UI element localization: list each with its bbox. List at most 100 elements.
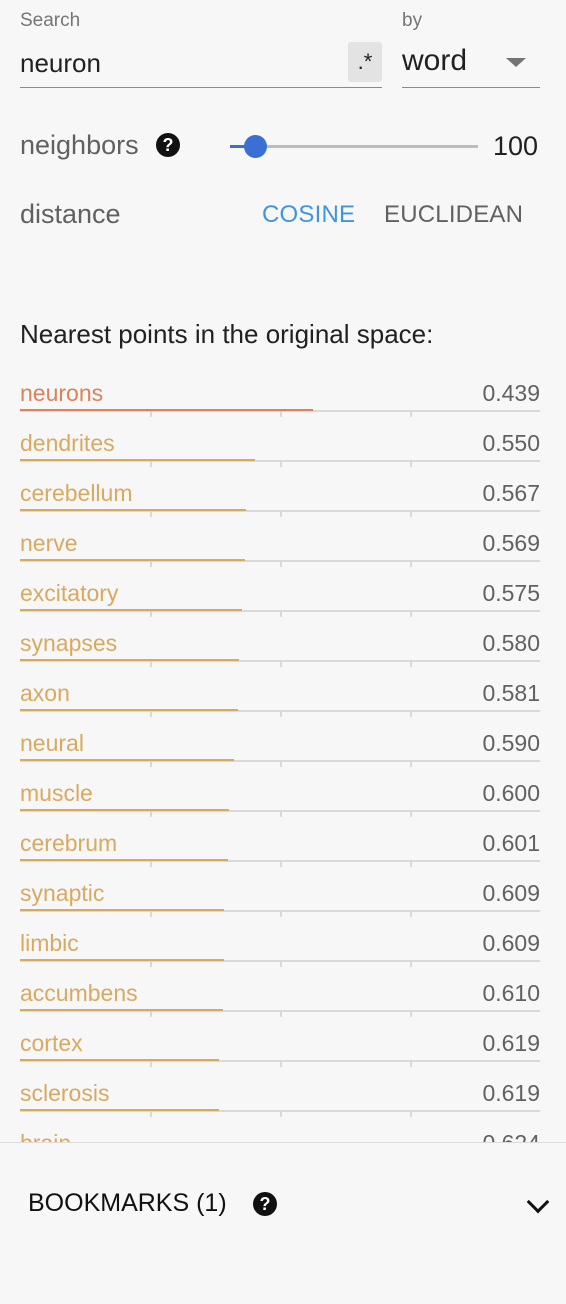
neighbor-word[interactable]: muscle bbox=[20, 780, 93, 806]
distance-cosine-button[interactable]: COSINE bbox=[262, 201, 356, 228]
bookmarks-label[interactable]: BOOKMARKS (1) bbox=[28, 1189, 227, 1217]
distance-bar-tick bbox=[410, 561, 412, 567]
distance-bar-track bbox=[20, 1110, 540, 1112]
distance-bar-tick bbox=[150, 461, 152, 467]
nearest-points-list: neurons 0.439 dendrites 0.550 cerebellum 0.56… bbox=[0, 372, 566, 1142]
neighbor-word[interactable]: dendrites bbox=[20, 430, 115, 456]
search-field: .* bbox=[20, 40, 382, 88]
divider bbox=[0, 1142, 566, 1143]
list-item[interactable]: sclerosis 0.619 bbox=[20, 1072, 540, 1122]
nearest-points-title: Nearest points in the original space: bbox=[20, 319, 434, 349]
neighbors-slider[interactable] bbox=[230, 135, 478, 158]
neighbors-value: 100 bbox=[493, 131, 539, 161]
neighbor-distance: 0.619 bbox=[482, 1080, 540, 1106]
distance-bar-tick bbox=[410, 1111, 412, 1117]
distance-bar-tick bbox=[410, 711, 412, 717]
list-item[interactable]: nerve 0.569 bbox=[20, 522, 540, 572]
distance-bar-tick bbox=[280, 1111, 282, 1117]
neighbor-word[interactable]: cerebellum bbox=[20, 480, 133, 506]
search-input[interactable] bbox=[20, 44, 340, 82]
distance-bar-tick bbox=[280, 561, 282, 567]
neighbor-word[interactable]: excitatory bbox=[20, 580, 119, 606]
neighbor-distance: 0.575 bbox=[482, 580, 540, 606]
list-item[interactable]: cortex 0.619 bbox=[20, 1022, 540, 1072]
list-item[interactable]: cerebellum 0.567 bbox=[20, 472, 540, 522]
distance-bar bbox=[20, 709, 238, 711]
dropdown-caret-icon bbox=[506, 58, 526, 67]
neighbor-distance: 0.580 bbox=[482, 630, 540, 656]
neighbors-slider-thumb[interactable] bbox=[243, 135, 267, 158]
distance-bar bbox=[20, 559, 245, 561]
neighbor-distance: 0.439 bbox=[482, 380, 540, 406]
list-item[interactable]: excitatory 0.575 bbox=[20, 572, 540, 622]
distance-bar-track bbox=[20, 610, 540, 612]
distance-bar-tick bbox=[410, 811, 412, 817]
by-dropdown[interactable]: word bbox=[402, 40, 540, 88]
distance-bar-tick bbox=[410, 961, 412, 967]
neighbor-distance: 0.619 bbox=[482, 1030, 540, 1056]
list-item[interactable]: neurons 0.439 bbox=[20, 372, 540, 422]
neighbor-word[interactable]: neurons bbox=[20, 380, 104, 406]
neighbor-word[interactable]: cerebrum bbox=[20, 830, 118, 856]
regex-toggle-button[interactable]: .* bbox=[348, 42, 382, 82]
distance-bar-tick bbox=[150, 1111, 152, 1117]
distance-bar-track bbox=[20, 510, 540, 512]
list-item[interactable]: synaptic 0.609 bbox=[20, 872, 540, 922]
help-icon[interactable]: ? bbox=[156, 133, 180, 157]
neighbor-word[interactable]: limbic bbox=[20, 930, 79, 956]
neighbor-word[interactable]: accumbens bbox=[20, 980, 138, 1006]
distance-bar-tick bbox=[150, 511, 152, 517]
distance-bar-tick bbox=[280, 961, 282, 967]
distance-bar-tick bbox=[410, 661, 412, 667]
by-dropdown-value: word bbox=[402, 44, 468, 77]
list-item[interactable]: brain 0.624 bbox=[20, 1122, 540, 1142]
neighbor-word[interactable]: neural bbox=[20, 730, 84, 756]
bookmarks-help-icon[interactable]: ? bbox=[253, 1192, 277, 1216]
distance-bar-tick bbox=[410, 411, 412, 417]
neighbor-word[interactable]: axon bbox=[20, 680, 70, 706]
neighbor-word[interactable]: nerve bbox=[20, 530, 78, 556]
distance-bar-tick bbox=[280, 661, 282, 667]
distance-bar bbox=[20, 909, 224, 911]
distance-bar-track bbox=[20, 560, 540, 562]
list-item[interactable]: accumbens 0.610 bbox=[20, 972, 540, 1022]
neighbor-distance: 0.624 bbox=[482, 1130, 540, 1142]
distance-bar bbox=[20, 1109, 219, 1111]
distance-bar-tick bbox=[410, 911, 412, 917]
distance-bar-track bbox=[20, 910, 540, 912]
distance-bar-tick bbox=[280, 461, 282, 467]
distance-bar-tick bbox=[280, 911, 282, 917]
list-item[interactable]: muscle 0.600 bbox=[20, 772, 540, 822]
distance-bar-tick bbox=[150, 761, 152, 767]
distance-bar bbox=[20, 859, 228, 861]
list-item[interactable]: limbic 0.609 bbox=[20, 922, 540, 972]
neighbor-word[interactable]: synaptic bbox=[20, 880, 105, 906]
distance-bar-tick bbox=[280, 711, 282, 717]
search-label: Search bbox=[20, 10, 81, 31]
distance-bar-tick bbox=[410, 1061, 412, 1067]
distance-bar bbox=[20, 459, 255, 461]
bookmarks-bar[interactable] bbox=[0, 1143, 566, 1304]
distance-euclidean-button[interactable]: EUCLIDEAN bbox=[384, 201, 524, 228]
by-label: by bbox=[402, 10, 423, 31]
distance-bar-track bbox=[20, 460, 540, 462]
distance-bar-tick bbox=[410, 1011, 412, 1017]
neighbor-word[interactable]: sclerosis bbox=[20, 1080, 110, 1106]
list-item[interactable]: neural 0.590 bbox=[20, 722, 540, 772]
neighbor-word[interactable]: brain bbox=[20, 1130, 71, 1142]
distance-bar-tick bbox=[280, 861, 282, 867]
distance-bar-tick bbox=[410, 861, 412, 867]
neighbor-word[interactable]: synapses bbox=[20, 630, 118, 656]
distance-bar-track bbox=[20, 960, 540, 962]
distance-bar bbox=[20, 959, 224, 961]
neighbors-label: neighbors bbox=[20, 130, 139, 160]
distance-bar-tick bbox=[150, 411, 152, 417]
neighbor-word[interactable]: cortex bbox=[20, 1030, 83, 1056]
list-item[interactable]: synapses 0.580 bbox=[20, 622, 540, 672]
distance-bar-tick bbox=[150, 711, 152, 717]
list-item[interactable]: cerebrum 0.601 bbox=[20, 822, 540, 872]
list-item[interactable]: dendrites 0.550 bbox=[20, 422, 540, 472]
list-item[interactable]: axon 0.581 bbox=[20, 672, 540, 722]
distance-bar-tick bbox=[150, 1011, 152, 1017]
distance-bar-tick bbox=[150, 611, 152, 617]
